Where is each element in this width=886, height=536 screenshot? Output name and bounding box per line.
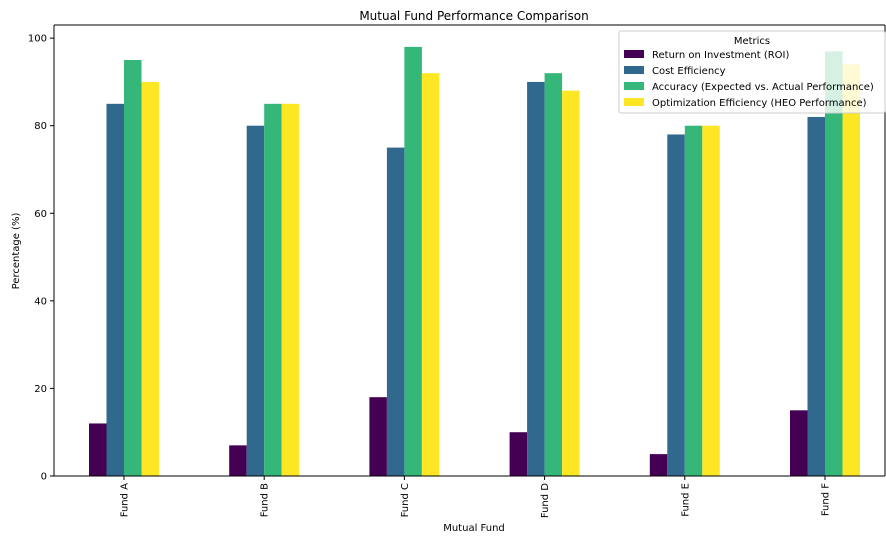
x-tick-label: Fund D: [540, 483, 551, 518]
legend-swatch-2: [624, 66, 644, 74]
legend-label-2: Cost Efficiency: [652, 66, 726, 77]
bar-fund-d-series-4: [562, 90, 580, 477]
legend-swatch-3: [624, 82, 644, 90]
y-tick-label: 100: [28, 34, 47, 45]
bar-fund-a-series-4: [141, 81, 159, 477]
bar-fund-a-series-2: [106, 103, 124, 476]
bars-group: [89, 46, 860, 477]
y-axis: 0 20 40 60 80 100: [28, 34, 54, 483]
bar-fund-f-series-1: [790, 410, 808, 476]
y-tick-label: 60: [34, 209, 47, 220]
legend-label-1: Return on Investment (ROI): [652, 50, 789, 61]
bar-fund-f-series-3: [825, 51, 843, 477]
legend-swatch-1: [624, 50, 644, 58]
bar-fund-e-series-2: [667, 134, 685, 476]
bar-fund-a-series-3: [124, 60, 142, 476]
chart-title: Mutual Fund Performance Comparison: [359, 9, 588, 23]
x-tick-label: Fund E: [680, 483, 691, 517]
bar-fund-c-series-3: [404, 46, 422, 476]
y-axis-label: Percentage (%): [11, 213, 22, 290]
bar-fund-f-series-2: [807, 116, 825, 476]
legend-title: Metrics: [734, 36, 770, 47]
bar-fund-b-series-1: [229, 445, 247, 476]
x-tick-label: Fund A: [120, 483, 131, 517]
bar-fund-d-series-1: [509, 432, 528, 476]
y-tick-label: 0: [41, 472, 47, 483]
bar-fund-c-series-1: [369, 397, 387, 476]
bar-fund-c-series-4: [421, 73, 440, 477]
legend-label-3: Accuracy (Expected vs. Actual Performanc…: [652, 82, 874, 93]
bar-fund-a-series-1: [89, 423, 107, 476]
x-tick-label: Fund F: [821, 483, 832, 516]
axis-spines: [53, 24, 886, 477]
x-tick-label: Fund C: [400, 483, 411, 517]
bar-fund-e-series-3: [684, 125, 703, 477]
x-axis: Fund A Fund B Fund C Fund D Fund E Fund F: [120, 476, 832, 518]
bar-fund-d-series-3: [544, 73, 563, 477]
y-tick-label: 80: [34, 121, 47, 132]
bar-fund-b-series-4: [281, 103, 300, 476]
x-axis-label: Mutual Fund: [443, 523, 505, 534]
bar-fund-d-series-2: [527, 81, 545, 477]
bar-fund-f-series-4: [842, 64, 860, 476]
y-tick-label: 20: [34, 384, 47, 395]
bar-fund-b-series-3: [264, 103, 282, 476]
legend-label-4: Optimization Efficiency (HEO Performance…: [652, 98, 867, 109]
y-tick-label: 40: [34, 296, 47, 307]
bar-fund-b-series-2: [246, 125, 265, 477]
legend-items: Return on Investment (ROI) Cost Efficienc…: [624, 50, 874, 109]
bar-fund-c-series-2: [386, 147, 405, 476]
bar-fund-e-series-4: [702, 125, 720, 477]
legend: Metrics Return on Investment (ROI) Cost E…: [618, 30, 886, 114]
legend-box: [618, 30, 886, 114]
bar-fund-e-series-1: [649, 454, 668, 476]
x-tick-label: Fund B: [260, 483, 271, 517]
legend-swatch-4: [624, 98, 644, 106]
